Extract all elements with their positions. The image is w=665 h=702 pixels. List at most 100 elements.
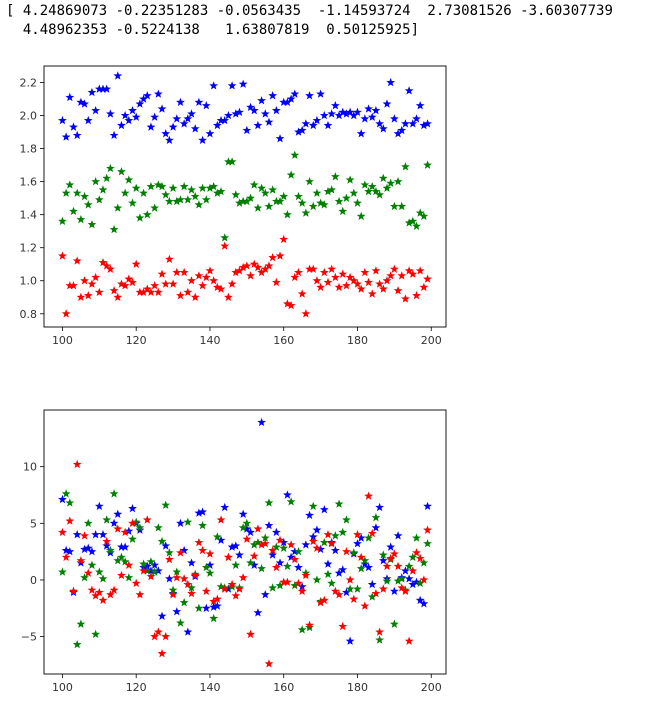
chart1-point-red-192: [397, 271, 407, 280]
chart2-ytick-label-2: 5: [30, 517, 37, 530]
chart1-point-blue-159: [275, 134, 285, 143]
chart1-point-green-167: [305, 177, 314, 186]
chart2-point-red-173: [327, 539, 337, 548]
chart1-point-red-116: [117, 279, 126, 288]
chart1-point-green-101: [61, 188, 71, 197]
chart1-point-red-124: [146, 287, 156, 297]
chart1-point-green-171: [319, 200, 329, 209]
chart2-point-green-107: [83, 518, 93, 528]
chart1-point-red-125: [150, 281, 160, 290]
chart2-point-red-107: [83, 568, 93, 577]
chart2-point-red-162: [286, 540, 296, 549]
chart1-ytick-label-1: 1.0: [20, 275, 38, 288]
chart2-point-green-183: [364, 533, 373, 542]
chart2-point-red-195: [408, 566, 418, 575]
chart1-point-red-132: [176, 291, 185, 300]
chart2-ytick-label-1: 0: [30, 574, 37, 587]
chart1-point-red-122: [139, 287, 148, 297]
chart2-point-green-138: [198, 520, 207, 530]
chart2-point-green-128: [161, 500, 171, 509]
chart2-point-blue-127: [157, 611, 167, 620]
chart2-xtick-label-180: 180: [347, 681, 368, 694]
chart2-point-blue-128: [161, 541, 171, 550]
chart1-point-red-104: [72, 256, 82, 265]
chart2-point-blue-171: [319, 505, 329, 514]
chart1-point-green-160: [279, 191, 289, 201]
chart2-point-red-157: [268, 545, 278, 555]
chart2-point-green-149: [238, 523, 248, 532]
chart1-point-blue-178: [345, 107, 355, 116]
chart1-ytick-label-0: 0.8: [20, 308, 38, 321]
chart2-point-blue-104: [72, 530, 82, 539]
chart1-point-green-155: [260, 188, 270, 197]
chart2-point-green-181: [356, 564, 366, 573]
chart1-point-blue-172: [323, 120, 333, 130]
chart2-point-green-133: [179, 598, 189, 607]
chart1-point-red-166: [301, 309, 311, 318]
chart2-point-green-114: [109, 489, 119, 498]
chart2-point-red-189: [386, 553, 396, 563]
chart1-point-green-168: [308, 201, 318, 211]
chart1-point-blue-154: [257, 96, 266, 105]
chart1-point-red-119: [128, 277, 137, 287]
chart1-point-blue-124: [146, 122, 156, 131]
chart2-point-green-158: [271, 542, 281, 551]
chart1-point-red-168: [308, 264, 318, 273]
chart2-point-red-151: [246, 629, 255, 639]
chart1-point-blue-106: [80, 99, 89, 108]
chart2-point-green-140: [205, 568, 215, 577]
chart1-point-red-145: [224, 292, 233, 301]
chart1-point-red-117: [120, 281, 130, 290]
chart2-point-green-184: [367, 592, 377, 601]
chart1-point-green-173: [327, 185, 337, 194]
chart1-point-blue-140: [205, 129, 215, 138]
chart1-point-blue-166: [301, 119, 311, 128]
chart2-point-green-180: [353, 584, 362, 593]
chart1-point-red-141: [209, 276, 219, 285]
chart1-point-green-170: [316, 198, 325, 207]
chart2-point-red-116: [117, 570, 126, 580]
chart1-point-blue-113: [106, 109, 115, 118]
chart1-point-green-164: [294, 191, 303, 201]
chart1-point-red-176: [338, 269, 348, 278]
chart2-point-blue-152: [249, 560, 259, 569]
chart1-point-blue-196: [412, 114, 421, 123]
chart2-point-blue-131: [172, 607, 182, 616]
chart1-point-red-167: [305, 264, 314, 273]
chart1-point-green-118: [124, 175, 134, 184]
chart2-point-blue-184: [367, 579, 377, 589]
chart2-point-red-168: [308, 536, 318, 546]
chart1-point-green-117: [120, 188, 130, 197]
chart1-point-red-110: [94, 287, 104, 297]
chart2-point-red-185: [371, 588, 381, 598]
chart1-point-red-103: [69, 281, 78, 290]
chart1-point-red-198: [419, 282, 429, 292]
chart1-point-green-146: [227, 157, 237, 166]
chart1-point-green-144: [220, 233, 230, 242]
chart2-point-red-135: [187, 588, 196, 598]
chart2-point-red-144: [220, 584, 230, 593]
chart2-point-green-176: [338, 527, 348, 537]
chart2-point-blue-169: [312, 525, 322, 534]
chart1-point-green-126: [153, 180, 163, 189]
chart1-ytick-label-3: 1.4: [20, 209, 38, 222]
chart1-point-green-132: [176, 195, 185, 204]
chart1-point-green-114: [109, 224, 119, 234]
chart1-point-green-178: [345, 175, 355, 184]
chart2-point-green-154: [257, 564, 266, 573]
chart2-point-green-186: [375, 635, 384, 644]
chart1-point-blue-157: [268, 91, 278, 100]
chart2-point-blue-102: [65, 547, 75, 556]
chart2-point-red-117: [120, 527, 130, 537]
chart2-point-green-163: [290, 581, 300, 590]
chart2-point-red-167: [305, 620, 314, 629]
chart1-point-blue-189: [386, 77, 396, 87]
chart2-point-blue-167: [305, 510, 314, 520]
chart2-xtick-label-140: 140: [199, 681, 220, 694]
chart1-point-green-136: [190, 191, 200, 201]
chart2-point-blue-193: [401, 566, 410, 575]
chart1-point-blue-105: [76, 97, 86, 107]
chart1-point-green-148: [235, 198, 244, 207]
chart1-point-green-174: [330, 172, 340, 181]
chart2-point-red-149: [238, 573, 248, 582]
